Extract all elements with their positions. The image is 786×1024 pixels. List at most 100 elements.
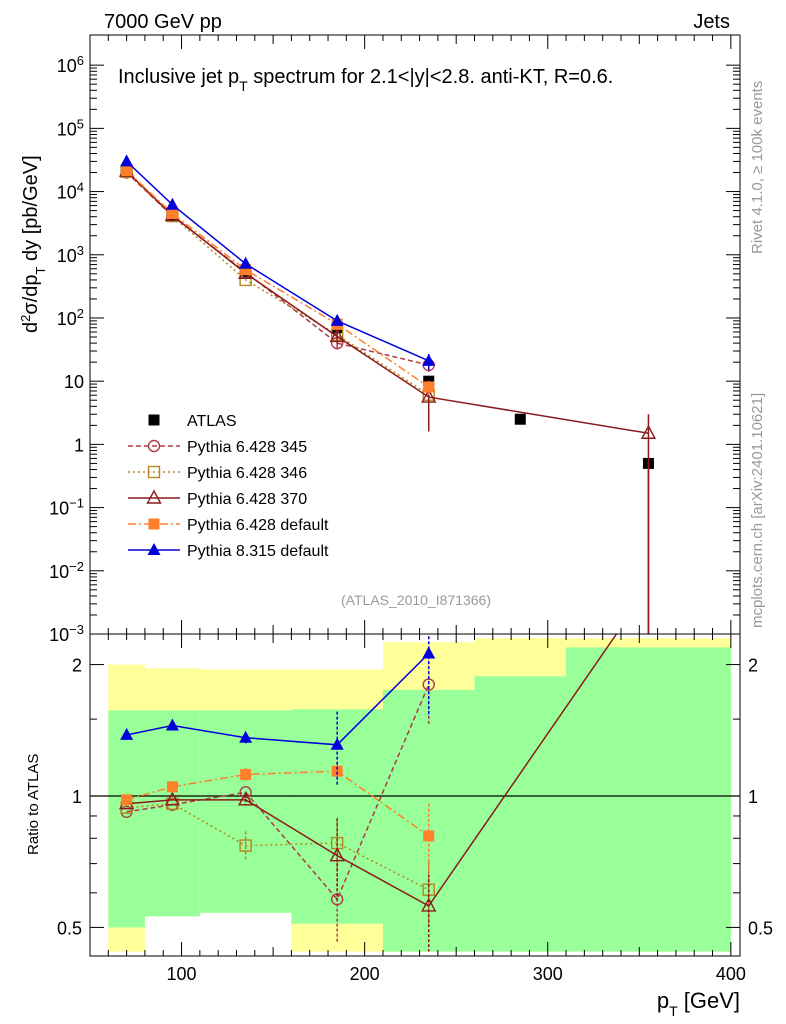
ratio-point bbox=[166, 781, 178, 793]
ratio-line bbox=[126, 802, 430, 891]
legend-label: ATLAS bbox=[187, 413, 237, 430]
x-tick-label: 400 bbox=[716, 964, 746, 984]
data-point bbox=[120, 154, 134, 167]
series-line bbox=[126, 171, 430, 396]
data-point bbox=[165, 197, 179, 210]
data-point bbox=[121, 165, 133, 177]
data-point bbox=[329, 327, 345, 343]
uncertainty-band-green bbox=[108, 710, 145, 928]
ratio-series-4 bbox=[120, 634, 436, 785]
series-4 bbox=[121, 165, 435, 395]
ratio-line bbox=[126, 634, 618, 907]
legend-marker bbox=[147, 439, 161, 453]
legend-marker bbox=[148, 414, 160, 426]
data-point bbox=[240, 264, 252, 276]
ratio-series-group bbox=[118, 634, 618, 952]
y-tick-label: 10 bbox=[64, 372, 84, 392]
y-tick-label: 104 bbox=[57, 179, 84, 203]
ratio-point bbox=[421, 897, 437, 912]
ratio-y-tick-label: 2 bbox=[748, 656, 758, 676]
legend-item: Pythia 8.315 default bbox=[128, 543, 329, 560]
series-line bbox=[126, 160, 430, 362]
legend-item: Pythia 6.428 346 bbox=[128, 465, 307, 482]
collision-label: 7000 GeV pp bbox=[104, 11, 222, 33]
legend-item: ATLAS bbox=[148, 413, 237, 430]
legend-label: Pythia 6.428 default bbox=[187, 517, 329, 534]
ratio-point bbox=[331, 765, 343, 777]
legend: ATLAS Pythia 6.428 345 Pythia 6.428 346 Pyt… bbox=[128, 413, 329, 560]
legend-label: Pythia 6.428 345 bbox=[187, 439, 307, 456]
legend-marker bbox=[146, 489, 162, 504]
ratio-point bbox=[121, 794, 133, 806]
y-tick-label: 102 bbox=[57, 305, 84, 329]
uncertainty-band-green bbox=[474, 676, 567, 952]
x-axis-title: pT [GeV] bbox=[657, 988, 740, 1019]
ratio-axis-title: Ratio to ATLAS bbox=[25, 754, 42, 855]
data-point bbox=[422, 353, 436, 366]
legend-label: Pythia 8.315 default bbox=[187, 543, 329, 560]
legend-item: Pythia 6.428 default bbox=[128, 517, 329, 534]
uncertainty-band-green bbox=[199, 710, 292, 913]
y-tick-label: 10−2 bbox=[49, 558, 84, 582]
ratio-point bbox=[237, 791, 254, 806]
y-axis-title: d2σ/dpT dy [pb/GeV] bbox=[18, 155, 48, 333]
ratio-point bbox=[165, 718, 179, 731]
series-5 bbox=[120, 154, 436, 371]
y-tick-label: 1 bbox=[74, 435, 84, 455]
ratio-point bbox=[120, 727, 134, 740]
legend-item: Pythia 6.428 345 bbox=[128, 439, 307, 456]
mcplots-label: mcplots.cern.ch [arXiv:2401.10621] bbox=[749, 393, 766, 628]
series-1 bbox=[120, 166, 435, 372]
legend-marker bbox=[147, 543, 161, 555]
y-tick-label: 106 bbox=[57, 53, 84, 77]
y-tick-label: 10−3 bbox=[49, 622, 84, 646]
ratio-point bbox=[330, 737, 344, 750]
legend-marker bbox=[148, 518, 160, 530]
ratio-series-3 bbox=[121, 763, 435, 875]
data-point bbox=[421, 388, 437, 403]
ratio-y-tick-label: 0.5 bbox=[748, 918, 773, 938]
ratio-point bbox=[329, 847, 345, 862]
data-point bbox=[640, 424, 657, 439]
ratio-point bbox=[239, 786, 252, 799]
ratio-point bbox=[239, 730, 253, 743]
ratio-point bbox=[164, 791, 181, 806]
data-point bbox=[239, 256, 253, 269]
uncertainty-band-green bbox=[566, 647, 731, 952]
ratio-point bbox=[423, 830, 435, 842]
jets-label: Jets bbox=[693, 11, 730, 33]
ratio-point bbox=[422, 646, 436, 659]
ratio-y-tick-label: 1 bbox=[72, 787, 82, 807]
x-tick-label: 200 bbox=[350, 964, 380, 984]
y-tick-label: 10−1 bbox=[49, 495, 84, 519]
ratio-axes: 0.5 0.5 1 1 2 2 100 200 300 400 bbox=[57, 633, 773, 984]
uncertainty-band-green bbox=[144, 710, 200, 917]
legend-label: Pythia 6.428 346 bbox=[187, 465, 307, 482]
ratio-frame bbox=[89, 633, 741, 957]
main-series bbox=[118, 154, 657, 634]
analysis-id: (ATLAS_2010_I871366) bbox=[341, 592, 491, 608]
data-point bbox=[423, 381, 435, 393]
ratio-y-tick-label: 1 bbox=[748, 787, 758, 807]
x-tick-label: 300 bbox=[533, 964, 563, 984]
data-point bbox=[166, 207, 178, 219]
series-2 bbox=[120, 165, 435, 414]
ratio-bands bbox=[90, 638, 740, 952]
ratio-y-tick-label: 0.5 bbox=[57, 918, 82, 938]
ratio-series bbox=[118, 634, 618, 952]
data-point bbox=[330, 313, 344, 326]
ratio-y-tick-label: 2 bbox=[72, 656, 82, 676]
rivet-label: Rivet 4.1.0, ≥ 100k events bbox=[749, 81, 766, 254]
legend-item: Pythia 6.428 370 bbox=[128, 489, 307, 508]
chart-title: Inclusive jet pT spectrum for 2.1<|y|<2.… bbox=[118, 66, 613, 94]
series-line bbox=[126, 170, 649, 434]
legend-label: Pythia 6.428 370 bbox=[187, 491, 307, 508]
legend-marker bbox=[147, 465, 161, 479]
x-tick-label: 100 bbox=[167, 964, 197, 984]
y-tick-label: 105 bbox=[57, 116, 84, 140]
y-tick-label: 103 bbox=[57, 242, 84, 266]
ratio-point bbox=[239, 839, 252, 852]
ratio-point bbox=[240, 769, 252, 781]
